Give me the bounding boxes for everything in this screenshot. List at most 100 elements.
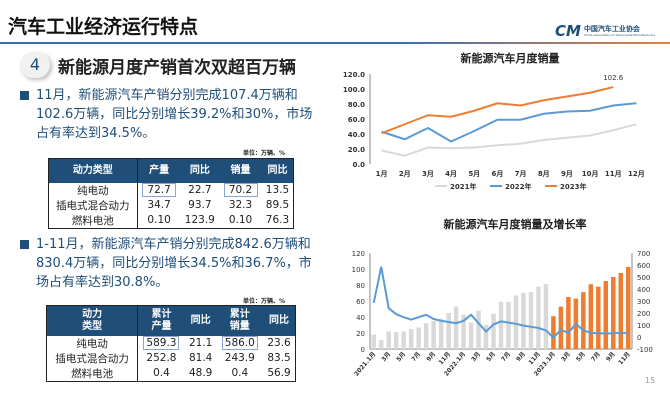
column-header: 同比	[180, 158, 220, 183]
table-cell: 纯电动	[48, 182, 138, 198]
table-cell: 70.2	[219, 183, 262, 198]
chart1-legend-label: 2021年	[450, 182, 476, 191]
table-cell: 243.9	[217, 351, 264, 366]
table-cell-value: 76.3	[265, 214, 290, 226]
chart1-data-label: 102.6	[603, 74, 624, 82]
table-cell: 插电式混合动力	[46, 350, 139, 366]
chart2-x-tick: 11月	[616, 350, 631, 366]
table-cell-value: 48.9	[188, 367, 213, 379]
table-cell: 586.0	[217, 336, 264, 351]
table-cell-value: 93.7	[188, 199, 212, 211]
table-cell: 13.5	[262, 183, 294, 198]
chart2-y-tick: 40	[356, 314, 365, 322]
chart1-x-tick: 7月	[515, 170, 527, 178]
table-header: 动力类型 产量 同比 销量 同比	[48, 158, 294, 183]
chart1-x-tick: 11月	[605, 170, 622, 178]
chart2-y-tick: 100	[352, 266, 365, 274]
column-header: 销量	[219, 158, 262, 183]
chart2-bar	[416, 327, 421, 349]
chart2-bar	[528, 292, 534, 349]
table-cell-value: 586.0	[221, 336, 258, 350]
chart2-bar	[393, 332, 399, 349]
chart2-bar	[498, 301, 504, 349]
chart2-bar	[611, 277, 616, 349]
chart2-x-tick: 3月	[469, 350, 482, 363]
unit-label: 单位：万辆、%	[243, 150, 286, 157]
table-cell-value: 81.4	[188, 352, 213, 364]
table-row: 纯电动 589.3 21.1 586.0 23.6	[46, 335, 296, 351]
chart2-bar	[618, 273, 624, 349]
section-number: 4	[20, 52, 50, 78]
column-header-label: 累计销量	[229, 308, 250, 332]
table-cell: 0.4	[217, 366, 264, 382]
chart2-y2-tick: 300	[637, 298, 650, 306]
chart2-x-tick: 7月	[410, 350, 423, 363]
chart2-bar	[558, 306, 564, 349]
table-cell-value: 0.10	[228, 214, 253, 226]
chart2-y-tick: 20	[356, 330, 365, 338]
table-cell: 589.3	[138, 336, 185, 351]
table-cell: 燃料电池	[46, 365, 139, 381]
chart1-legend-label: 2023年	[560, 182, 586, 191]
chart1-x-tick: 2月	[399, 170, 411, 178]
table-cell: 22.7	[181, 183, 219, 198]
column-header: 动力类型	[48, 158, 138, 183]
chart2-x-tick: 2021.1月	[352, 350, 377, 377]
table-cell: 插电式混合动力	[48, 197, 138, 213]
chart1-series-line-2021年	[381, 123, 637, 157]
chart1-y-tick: 20.0	[348, 146, 365, 154]
table-cell-value: 0.10	[147, 214, 171, 226]
chart2-bar	[521, 293, 526, 349]
chart2-bar	[423, 323, 429, 349]
chart2-bar	[371, 334, 376, 349]
chart2-y2-tick: 500	[637, 274, 650, 282]
unit-label: 单位：万辆、%	[243, 298, 286, 305]
table-header: 动力类型 累计产量 同比 累计销量 同比	[46, 305, 296, 336]
table-row: 燃料电池 0.4 48.9 0.4 56.9	[46, 365, 296, 382]
column-header-label: 同比	[267, 164, 288, 176]
column-header-label: 同比	[190, 314, 211, 326]
chart2-x-tick: 9月	[424, 350, 437, 363]
table-cell: 燃料电池	[48, 212, 138, 228]
chart2-bar	[453, 306, 459, 349]
chart2-bar	[483, 325, 489, 349]
chart2-bar	[626, 266, 631, 349]
chart2-bar	[461, 314, 466, 349]
table-cell: 81.4	[185, 351, 217, 366]
chart2-y2-tick: 0	[637, 334, 641, 342]
table-cell-value: 89.5	[265, 199, 290, 211]
table-cell-value: 123.9	[184, 214, 215, 226]
chart2-title: 新能源汽车月度销量及增长率	[443, 218, 587, 231]
chart2-x-tick: 9月	[604, 350, 617, 363]
table-cell: 252.8	[138, 351, 185, 366]
chart1-x-tick: 5月	[468, 170, 480, 178]
chart2-y2-tick: 600	[637, 262, 650, 270]
table-row: 插电式混合动力 34.7 93.7 32.3 89.5	[48, 197, 294, 213]
table-cell: 纯电动	[46, 335, 139, 351]
table-cell-value: 252.8	[146, 352, 177, 364]
chart2-bar	[566, 297, 571, 349]
chart2-y2-tick: 700	[637, 250, 650, 258]
bullet-november: 11月，新能源汽车产销分别完成107.4万辆和102.6万辆，同比分别增长39.…	[20, 86, 320, 143]
section-heading: 新能源月度产销首次双超百万辆	[58, 58, 296, 78]
chart1-x-tick: 8月	[538, 170, 550, 178]
chart2-bar	[543, 284, 549, 349]
chart2-x-tick: 5月	[395, 350, 408, 363]
table-cell-value: 燃料电池	[71, 214, 114, 227]
table-cell-value: 0.4	[231, 367, 249, 379]
column-header: 同比	[261, 158, 294, 183]
header-divider	[0, 42, 670, 44]
chart1-x-tick: 12月	[628, 170, 645, 178]
chart2-bar	[603, 281, 609, 349]
chart2-bar	[408, 329, 414, 349]
table-ytd: 动力类型 累计产量 同比 累计销量 同比 纯电动 589.3 21.1 586.0 23.6 插电式…	[46, 305, 296, 382]
chart1-y-tick: 60.0	[348, 116, 365, 124]
column-header-label: 动力类型	[72, 164, 113, 176]
chart2-bar	[551, 316, 556, 349]
table-cell-value: 56.9	[267, 367, 291, 379]
table-cell-value: 70.2	[223, 183, 258, 197]
chart1-series-line-2022年	[381, 102, 637, 143]
chart1-y-tick: 40.0	[348, 131, 365, 139]
chart1-y-tick: 0.0	[353, 161, 366, 169]
table-cell: 21.1	[185, 336, 217, 351]
